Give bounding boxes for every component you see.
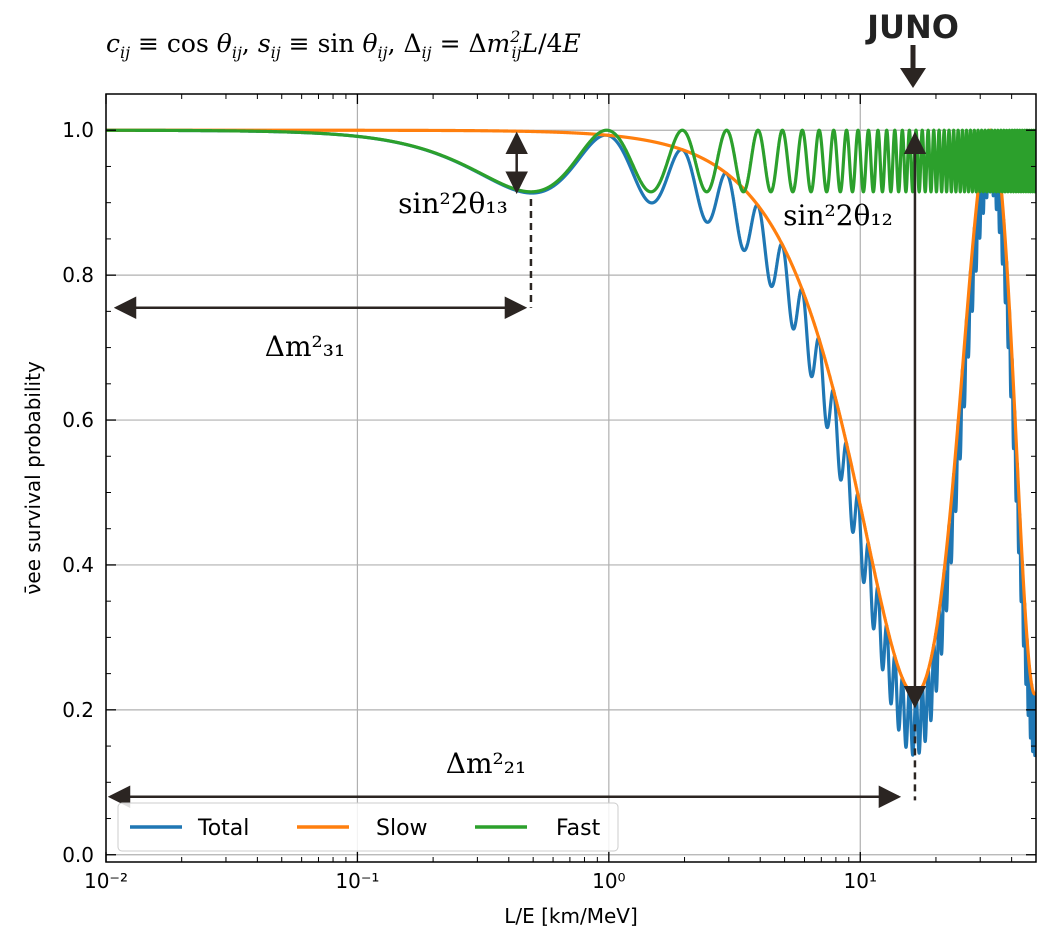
theta13-label: sin²2θ₁₃ [398,187,508,220]
formula-header: cij ≡ cos θij, sij ≡ sin θij, Δij = Δm2 i… [106,27,581,62]
plot-area [106,94,1036,862]
x-tick-label: 10⁰ [592,869,625,893]
x-tick-label: 10⁻² [84,869,128,893]
dm31-label: Δm²₃₁ [265,330,345,363]
y-tick-label: 0.8 [62,263,94,287]
plot-frame [105,93,1037,863]
legend-box [117,802,619,852]
dm21-label: Δm²₂₁ [446,747,526,780]
y-tick-label: 0.2 [62,698,94,722]
y-tick-label: 0.0 [62,843,94,867]
legend-label-total: Total [197,816,249,841]
x-tick-label: 10⁻¹ [335,869,379,893]
legend-label-fast: Fast [556,816,601,841]
series-line-fast [106,128,1036,194]
y-tick-label: 1.0 [62,118,94,142]
x-axis-label: L/E [km/MeV] [504,904,638,928]
juno-label: JUNO [865,8,959,46]
y-tick-label: 0.4 [62,553,94,577]
y-tick-label: 0.6 [62,408,94,432]
x-tick-label: 10¹ [844,869,877,893]
juno-arrow-head [900,68,926,88]
legend: Total Slow Fast [117,802,619,852]
theta12-label: sin²2θ₁₂ [783,199,893,232]
legend-label-slow: Slow [376,816,428,841]
y-axis-label: ν̄ee survival probability [21,361,45,595]
